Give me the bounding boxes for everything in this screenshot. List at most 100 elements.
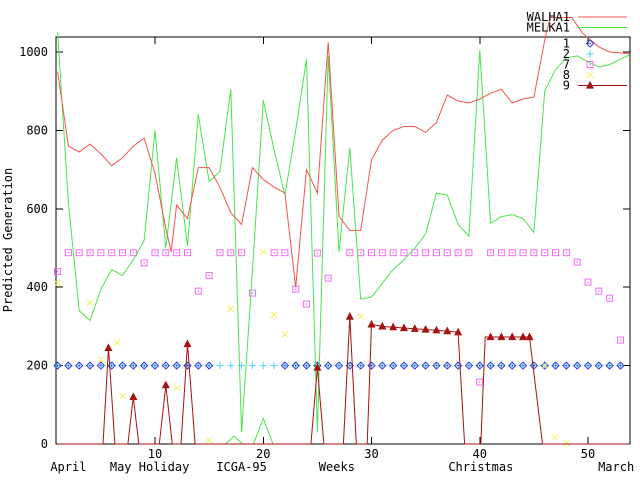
- box-dot: [132, 252, 135, 254]
- cross-b: [173, 384, 181, 392]
- triangle-glyph: [104, 343, 113, 352]
- diamond-glyph: [399, 361, 409, 370]
- cross-b: [227, 305, 235, 313]
- box-dot: [359, 252, 362, 254]
- marker-box-dot: [173, 249, 181, 257]
- diamond-glyph: [486, 361, 495, 370]
- triangle-glyph: [432, 325, 441, 334]
- box-glyph: [238, 249, 246, 257]
- diamond-dot: [576, 364, 578, 367]
- marker-box-dot: [162, 249, 170, 257]
- diamond-dot: [197, 364, 199, 367]
- triangle-glyph: [367, 319, 376, 328]
- box-glyph: [400, 249, 408, 257]
- marker-cross: [541, 362, 549, 369]
- marker-box-dot: [378, 249, 386, 257]
- box-dot: [554, 252, 557, 254]
- diamond-glyph: [585, 39, 595, 48]
- diamond-dot: [186, 364, 189, 367]
- box-glyph: [194, 287, 202, 295]
- box-dot: [143, 262, 145, 264]
- diamond-dot: [533, 364, 535, 367]
- diamond-dot: [338, 364, 340, 367]
- diamond-dot: [479, 364, 481, 367]
- x-tick-label: 10: [148, 447, 162, 461]
- marker-triangle: [183, 339, 192, 348]
- box-dot: [186, 252, 189, 254]
- box-dot: [533, 252, 535, 254]
- legend-label-7: 7: [563, 58, 570, 72]
- box-glyph: [97, 249, 105, 257]
- marker-triangle: [508, 332, 517, 341]
- diamond-dot: [403, 364, 405, 367]
- y-tick-label: 800: [26, 123, 48, 137]
- marker-triangle: [432, 325, 441, 334]
- legend-label-melka1: MELKA1: [527, 21, 570, 35]
- marker-diamond: [432, 361, 441, 370]
- box-glyph: [552, 249, 560, 257]
- triangle-glyph: [508, 332, 517, 341]
- marker-triangle: [525, 332, 534, 341]
- marker-box-dot: [129, 249, 137, 257]
- marker-box-dot: [368, 249, 375, 257]
- diamond-dot: [143, 364, 145, 367]
- diamond-glyph: [443, 361, 452, 370]
- diamond-glyph: [421, 361, 430, 370]
- marker-box-dot: [183, 249, 191, 257]
- box-glyph: [281, 249, 289, 257]
- marker-box-dot: [270, 249, 278, 257]
- diamond-glyph: [172, 361, 181, 370]
- diamond-dot: [424, 364, 427, 367]
- marker-diamond: [367, 361, 376, 370]
- marker-cross: [86, 299, 94, 307]
- box-dot: [468, 252, 470, 254]
- marker-diamond: [64, 361, 73, 370]
- diamond-dot: [381, 364, 384, 367]
- marker-diamond: [562, 361, 571, 370]
- marker-triangle: [378, 321, 387, 330]
- box-glyph: [497, 249, 505, 257]
- diamond-glyph: [291, 361, 300, 370]
- diamond-dot: [89, 364, 91, 367]
- marker-diamond: [291, 361, 300, 370]
- legend-label-2: 2: [563, 47, 570, 61]
- diamond-dot: [359, 364, 362, 367]
- marker-box-dot: [108, 249, 116, 257]
- legend-label-1: 1: [563, 37, 570, 51]
- marker-triangle: [585, 80, 595, 89]
- y-tick-label: 1000: [19, 45, 48, 59]
- box-glyph: [173, 249, 181, 257]
- diamond-glyph: [508, 361, 517, 370]
- box-dot: [100, 252, 102, 254]
- marker-diamond: [85, 361, 95, 370]
- marker-plus: [270, 362, 278, 370]
- box-glyph: [108, 249, 116, 257]
- diamond-glyph: [139, 361, 149, 370]
- diamond-dot: [598, 364, 600, 367]
- box-glyph: [487, 249, 495, 257]
- marker-cross: [562, 439, 570, 447]
- marker-cross: [227, 305, 235, 313]
- marker-box-dot: [541, 249, 549, 257]
- triangle-glyph: [519, 332, 528, 341]
- marker-box-dot: [476, 378, 484, 386]
- x-period-label: April: [50, 460, 86, 474]
- marker-cross: [113, 339, 121, 347]
- box-dot: [576, 261, 578, 263]
- cross-b: [54, 279, 61, 287]
- diamond-glyph: [183, 361, 192, 370]
- box-glyph: [248, 289, 256, 297]
- marker-triangle: [161, 380, 170, 389]
- diamond-glyph: [616, 361, 625, 370]
- marker-box-dot: [454, 249, 462, 257]
- x-tick-label: 50: [581, 447, 595, 461]
- marker-diamond: [605, 361, 614, 370]
- marker-diamond: [356, 361, 365, 370]
- box-glyph: [129, 249, 137, 257]
- cross-b: [205, 436, 213, 444]
- box-dot: [89, 252, 91, 254]
- box-glyph: [411, 249, 419, 257]
- diamond-glyph: [475, 361, 484, 370]
- box-glyph: [324, 274, 332, 282]
